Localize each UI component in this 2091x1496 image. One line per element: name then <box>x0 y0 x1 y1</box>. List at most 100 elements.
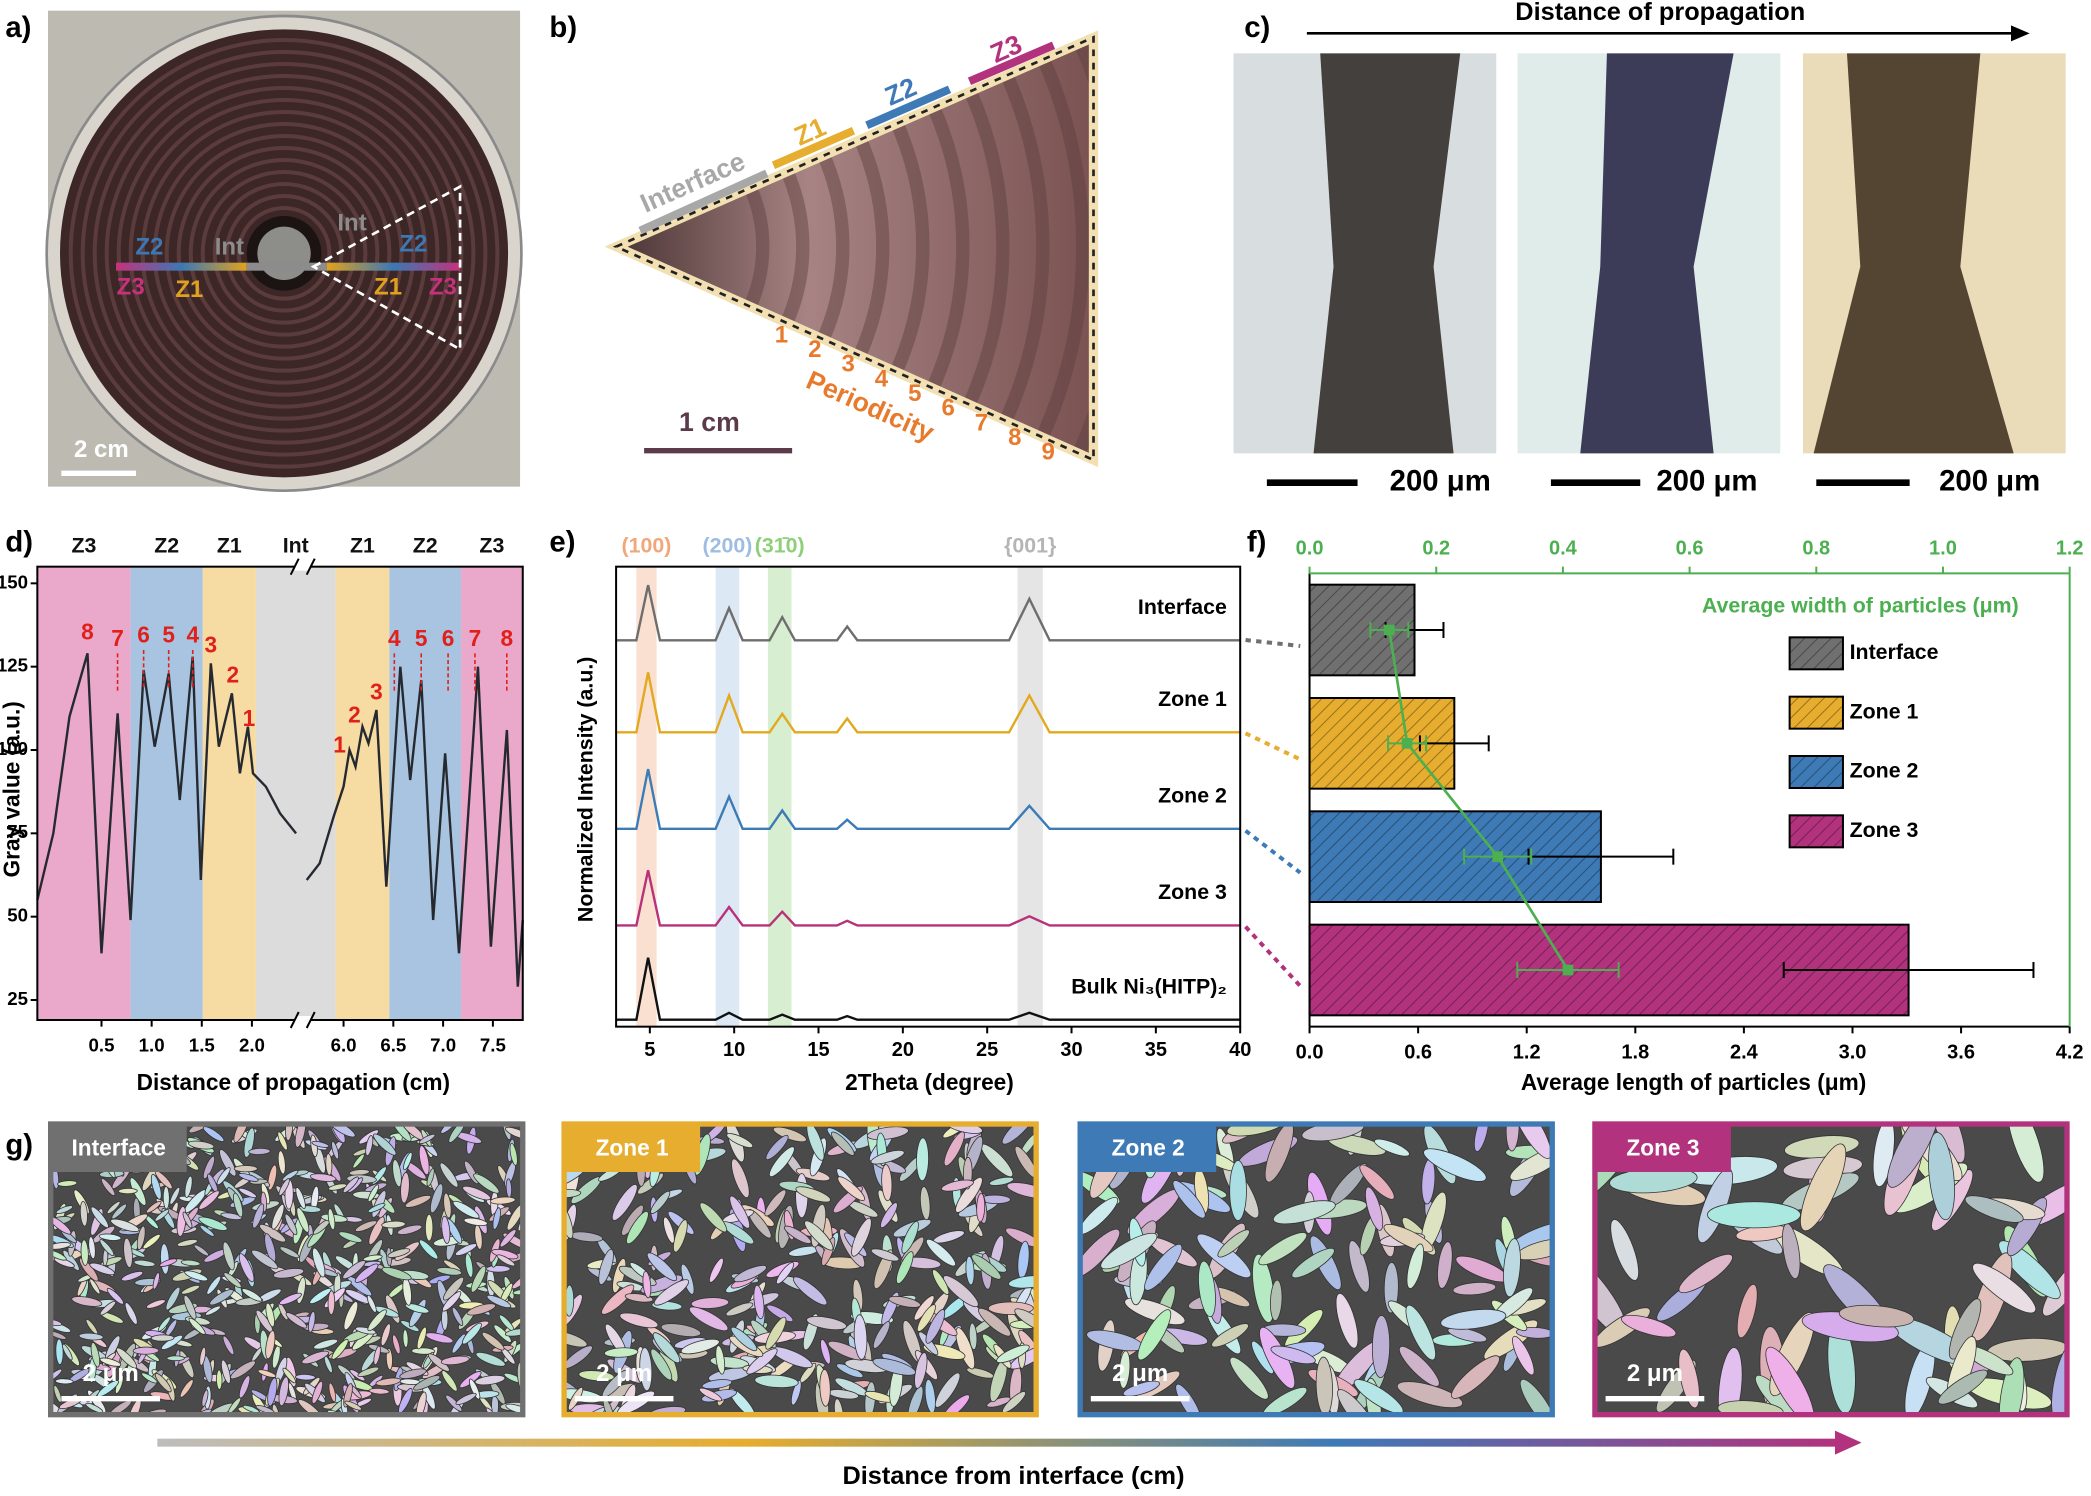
scale-label: 200 μm <box>1656 464 1757 497</box>
particle <box>440 1355 470 1366</box>
period-number: 6 <box>941 395 954 422</box>
particle <box>932 1269 950 1296</box>
particle <box>914 1352 928 1389</box>
ring <box>616 37 850 460</box>
particle <box>308 1311 316 1333</box>
particle <box>116 1347 138 1369</box>
x-axis-label: 2Theta (degree) <box>845 1069 1014 1095</box>
particle <box>466 1303 496 1316</box>
particle <box>273 1268 305 1279</box>
particle <box>426 1168 435 1187</box>
particle <box>311 1380 324 1404</box>
y-axis-label: Gray value (a.u.) <box>0 701 24 877</box>
period-number: 8 <box>1008 424 1021 451</box>
scale-label: 200 μm <box>1390 464 1491 497</box>
region-label: Int <box>283 533 309 557</box>
ring <box>616 37 1090 460</box>
particle <box>343 1301 359 1331</box>
particle <box>853 1314 868 1360</box>
particle <box>279 1246 300 1259</box>
particle <box>309 1173 337 1182</box>
particle <box>182 1211 193 1229</box>
ring <box>200 170 368 337</box>
particle <box>124 1302 138 1325</box>
particle <box>277 1131 288 1151</box>
ring <box>616 93 770 400</box>
particle <box>418 1239 439 1260</box>
region-label: Z2 <box>413 533 438 557</box>
particle <box>925 1238 956 1267</box>
region <box>130 566 203 1020</box>
particle <box>1229 1160 1247 1221</box>
particle <box>281 1169 299 1182</box>
particle <box>941 1179 974 1192</box>
particle <box>381 1266 412 1281</box>
sem-frame <box>561 1121 1039 1418</box>
particle <box>1348 1240 1370 1293</box>
particle <box>169 1186 181 1205</box>
particle <box>783 1225 812 1244</box>
zone-label: Z2 <box>135 233 163 260</box>
particle <box>725 1302 754 1317</box>
xrd-curve <box>616 870 1241 927</box>
x-tick-label: 0.6 <box>1404 1042 1432 1064</box>
particle <box>206 1275 222 1295</box>
particle <box>123 1237 133 1268</box>
x-tick-label: 1.5 <box>189 1035 215 1056</box>
particle <box>619 1312 659 1329</box>
particle <box>232 1192 244 1218</box>
particle <box>1621 1314 1677 1338</box>
particle <box>136 1225 146 1251</box>
particle <box>362 1254 383 1262</box>
particle <box>1509 1145 1553 1181</box>
particle <box>1406 1243 1425 1289</box>
peak-band <box>1017 566 1043 1027</box>
particle <box>53 1384 62 1403</box>
particle <box>660 1323 702 1338</box>
arrow-head <box>1834 1430 1862 1455</box>
particle <box>367 1203 386 1213</box>
particle <box>57 1180 78 1187</box>
particle <box>663 1216 675 1244</box>
particle <box>181 1284 201 1295</box>
particle <box>403 1151 413 1171</box>
particle <box>504 1328 523 1337</box>
particle <box>464 1253 474 1278</box>
particle <box>166 1355 185 1362</box>
particle <box>461 1322 482 1345</box>
particle <box>202 1155 216 1180</box>
particle <box>916 1137 929 1182</box>
particle <box>223 1272 242 1289</box>
particle <box>1137 1309 1172 1361</box>
particle <box>1371 1315 1391 1378</box>
period-number: 3 <box>841 351 854 378</box>
particle <box>1972 1262 2037 1314</box>
scale-label: 2 μm <box>83 1360 139 1387</box>
sem-frame <box>48 1121 526 1418</box>
x-tick-label: 35 <box>1145 1039 1167 1061</box>
panel-label: f) <box>1247 526 1267 559</box>
particle <box>919 1186 931 1221</box>
x-tick-label: 7.0 <box>430 1035 456 1056</box>
legend-swatch <box>1788 755 1844 789</box>
particle <box>220 1212 243 1221</box>
particle <box>88 1236 96 1260</box>
period-number: 1 <box>775 321 788 348</box>
arrow-label: Distance of propagation <box>1515 0 1805 26</box>
particle <box>730 1326 758 1352</box>
particle <box>492 1207 501 1230</box>
particle <box>267 1377 278 1407</box>
particle <box>626 1211 649 1245</box>
particle <box>733 1265 767 1283</box>
particle <box>373 1133 397 1156</box>
particle <box>90 1206 109 1229</box>
ring <box>616 37 930 460</box>
x2-tick-label: 0.8 <box>1802 538 1830 560</box>
particle <box>819 1369 831 1407</box>
particle <box>400 1172 410 1204</box>
region-label: Z1 <box>350 533 375 557</box>
particle <box>159 1258 178 1267</box>
particle <box>441 1215 451 1244</box>
region <box>255 566 336 1020</box>
particle <box>413 1375 441 1391</box>
